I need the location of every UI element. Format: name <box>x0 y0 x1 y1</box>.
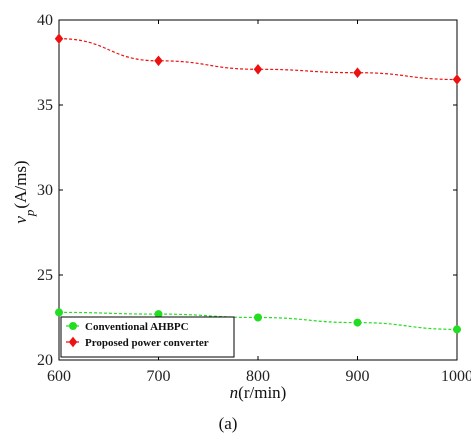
x-axis-label: n(r/min) <box>230 383 287 402</box>
y-tick-label: 35 <box>37 97 53 114</box>
legend-box <box>60 316 235 358</box>
y-axis-ticks: 20 25 30 35 40 <box>37 12 457 369</box>
data-point <box>353 318 362 327</box>
legend-marker <box>69 322 77 330</box>
figure-caption: (a) <box>219 414 238 433</box>
legend-item: Proposed power converter <box>66 336 209 349</box>
x-axis-ticks: 600 700 800 900 1000 <box>47 20 471 385</box>
legend-label: Conventional AHBPC <box>85 321 189 333</box>
data-point <box>55 308 63 317</box>
data-point <box>452 74 462 85</box>
legend-label: Proposed power converter <box>85 337 209 349</box>
y-tick-label: 20 <box>37 352 53 369</box>
data-point <box>154 55 163 67</box>
series-layer <box>54 33 462 334</box>
y-tick-label: 40 <box>37 12 53 29</box>
legend-item: Conventional AHBPC <box>66 321 189 333</box>
data-point <box>54 33 64 45</box>
series-1 <box>55 308 461 334</box>
data-point <box>253 63 263 75</box>
y-tick-label: 30 <box>37 182 53 199</box>
x-tick-label: 600 <box>47 368 71 385</box>
x-tick-label: 800 <box>246 368 270 385</box>
plot-area <box>58 19 458 361</box>
legend-marker <box>68 336 78 348</box>
legend: Conventional AHBPC Proposed power convert… <box>60 316 235 358</box>
series-2 <box>54 33 462 85</box>
data-point <box>453 325 461 334</box>
y-axis-label: vp(A/ms) <box>11 160 37 223</box>
x-tick-label: 700 <box>147 368 171 385</box>
data-point <box>353 67 362 79</box>
svg-text:vp(A/ms): vp(A/ms) <box>11 160 37 223</box>
series-line <box>58 311 458 330</box>
data-point <box>254 313 262 322</box>
y-tick-label: 25 <box>37 267 53 284</box>
x-tick-label: 1000 <box>441 368 471 385</box>
x-tick-label: 900 <box>346 368 370 385</box>
legend-items: Conventional AHBPC Proposed power convert… <box>66 321 209 349</box>
